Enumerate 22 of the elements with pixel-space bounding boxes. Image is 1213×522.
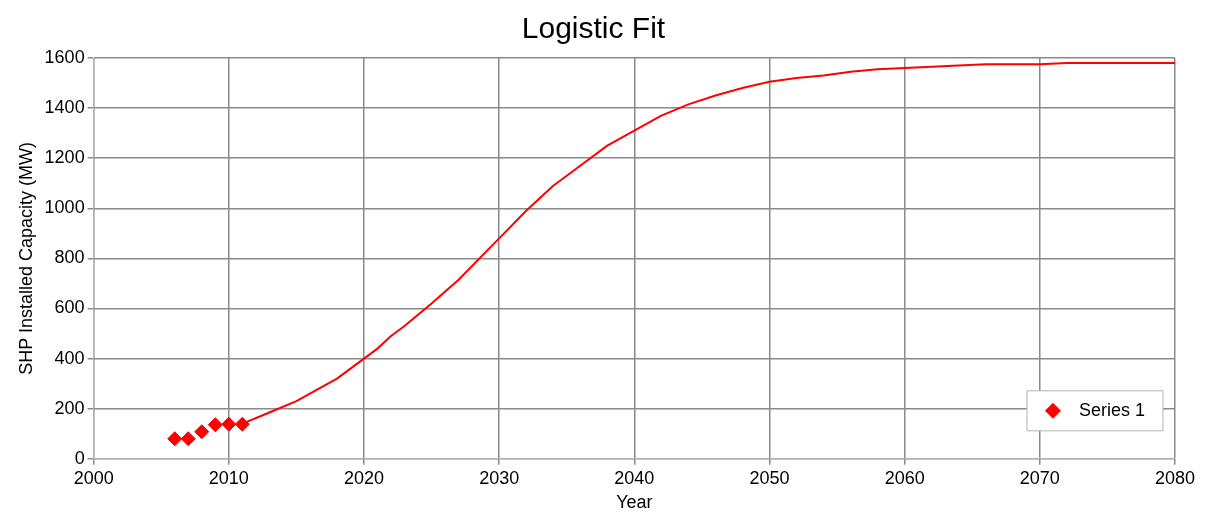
y-tick-label: 1200 [44, 147, 85, 168]
x-tick-label: 2050 [749, 467, 790, 488]
x-tick-label: 2080 [1154, 467, 1196, 488]
legend-label: Series 1 [1078, 399, 1146, 420]
chart-title: Logistic Fit [521, 11, 666, 45]
y-tick-label: 1000 [44, 197, 85, 218]
x-axis-title: Year [616, 492, 653, 513]
x-tick-label: 2020 [343, 467, 385, 488]
y-tick-label: 200 [54, 397, 85, 418]
x-tick-label: 2060 [884, 467, 925, 488]
y-axis-title: SHP Installed Capacity (MW) [15, 142, 36, 375]
y-tick-label: 600 [54, 297, 85, 318]
x-tick-label: 2070 [1019, 467, 1060, 488]
x-tick-label: 2010 [208, 467, 249, 488]
x-tick-label: 2000 [73, 467, 114, 488]
y-tick-label: 1400 [44, 97, 85, 118]
y-tick-label: 800 [54, 247, 85, 268]
y-tick-label: 0 [74, 447, 85, 468]
y-tick-label: 400 [54, 347, 85, 368]
x-tick-label: 2030 [479, 467, 520, 488]
y-tick-label: 1600 [44, 46, 85, 67]
x-tick-label: 2040 [614, 467, 655, 488]
